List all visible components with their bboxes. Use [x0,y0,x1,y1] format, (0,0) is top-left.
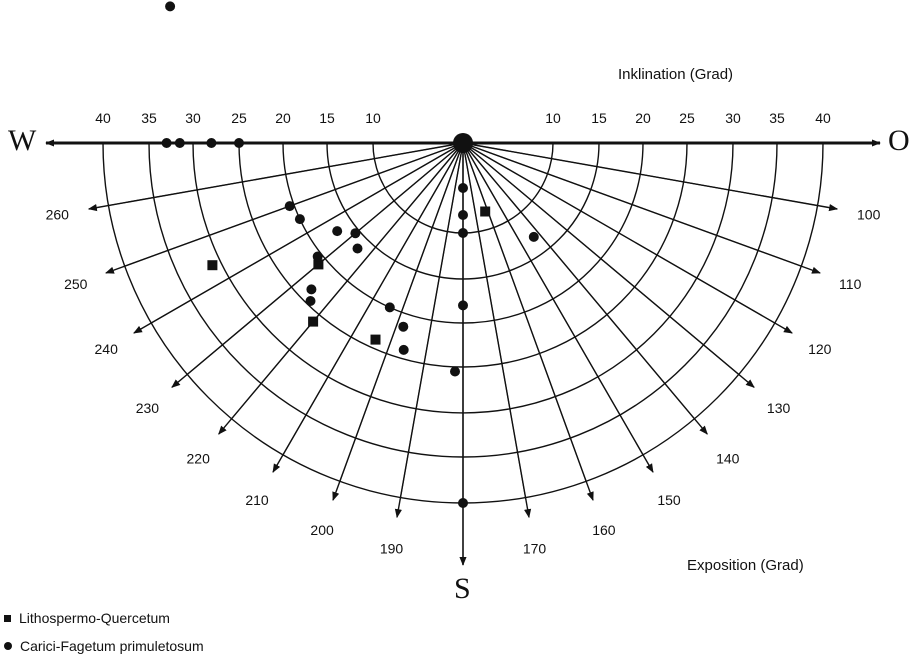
inclination-tick-east-10: 10 [545,110,561,126]
point-square-2 [313,259,324,270]
exposition-tick-260: 260 [46,207,70,223]
inclination-tick-east-40: 40 [815,110,831,126]
circle-marker-icon [4,642,12,650]
exposition-tick-100: 100 [857,207,881,223]
exposition-tick-190: 190 [380,541,404,557]
point-circle-16 [305,296,316,306]
compass-south: S [454,572,471,605]
center-hub [453,133,473,153]
inclination-tick-labels: 10 10 15 15 20 20 25 25 30 30 35 35 40 40 [95,110,831,126]
inclination-tick-west-40: 40 [95,110,111,126]
inclination-tick-east-15: 15 [591,110,607,126]
exposition-tick-150: 150 [657,492,681,508]
exposition-arrow-260 [87,142,464,212]
exposition-arrow-100 [462,142,839,212]
exposition-tick-160: 160 [592,522,616,538]
point-circle-10 [294,214,305,225]
legend-label-carici: Carici-Fagetum primuletosum [20,638,204,654]
inclination-tick-east-20: 20 [635,110,651,126]
point-square-3 [308,316,319,327]
inclination-tick-west-25: 25 [231,110,247,126]
exposition-tick-labels: 100 110 120 130 140 150 160 170 190 200 210 220 230 2… [46,207,881,557]
point-circle-9 [284,201,295,212]
point-circle-5 [458,210,468,220]
point-circle-18 [384,302,395,313]
exposition-arrow-150 [462,142,654,473]
inclination-tick-west-10: 10 [365,110,381,126]
exposition-arrow-160 [462,142,594,501]
point-circle-20 [528,231,539,242]
exposition-arrow-130 [462,142,755,388]
point-circle-1 [174,138,185,148]
point-circle-21 [458,498,468,508]
exposition-tick-210: 210 [245,492,269,508]
point-circle-0 [161,138,172,148]
point-square-1 [207,260,218,271]
inclination-tick-west-15: 15 [319,110,335,126]
inclination-tick-west-30: 30 [185,110,201,126]
point-circle-2 [206,138,217,148]
exposition-arrow-170 [462,142,532,519]
west-east-axis [45,133,881,153]
exposition-tick-240: 240 [95,341,119,357]
exposition-tick-120: 120 [808,341,832,357]
angular-axis-label: Exposition (Grad) [687,557,804,574]
point-circle-6 [458,228,468,238]
point-circle-4 [458,183,468,193]
point-square-4 [370,334,381,345]
exposition-tick-230: 230 [136,400,160,416]
point-circle-14 [312,251,323,262]
exposition-tick-110: 110 [839,276,862,292]
exposition-tick-170: 170 [523,541,547,557]
exposition-tick-200: 200 [310,522,334,538]
compass-west: W [8,124,37,157]
exposition-arrow-140 [462,142,708,435]
legend-label-lithospermo: Lithospermo-Quercetum [19,610,170,626]
point-circle-13 [352,243,363,254]
point-circle-19 [398,344,409,355]
square-marker-icon [4,614,11,622]
exposition-spokes [87,142,839,566]
exposition-arrow-250 [105,142,464,274]
point-circle-3 [234,138,244,148]
inclination-tick-east-25: 25 [679,110,695,126]
legend-item-carici: Carici-Fagetum primuletosum [4,638,204,654]
point-square-0 [480,206,491,217]
inclination-tick-west-20: 20 [275,110,291,126]
data-points [161,1,539,508]
radial-axis-label: Inklination (Grad) [618,66,733,83]
exposition-tick-220: 220 [187,451,211,467]
compass-east: O [888,124,910,157]
point-circle-8 [450,366,460,377]
inclination-tick-east-35: 35 [769,110,785,126]
inclination-tick-west-35: 35 [141,110,157,126]
inclination-tick-east-30: 30 [725,110,741,126]
point-circle-15 [306,284,317,295]
exposition-arrow-110 [462,142,821,274]
point-circle-22 [165,1,176,12]
exposition-arrow-220 [218,142,464,435]
point-circle-11 [332,226,343,237]
point-circle-7 [458,300,468,311]
exposition-arrow-240 [133,142,464,334]
point-circle-17 [398,321,409,332]
exposition-tick-140: 140 [716,451,740,467]
exposition-arrow-200 [332,142,464,501]
point-circle-12 [350,228,361,239]
legend-item-lithospermo: Lithospermo-Quercetum [4,610,170,626]
exposition-tick-130: 130 [767,400,791,416]
exposition-arrow-120 [462,142,793,334]
exposition-tick-250: 250 [64,276,88,292]
exposition-arrow-190 [394,142,464,519]
exposition-arrow-210 [272,142,464,473]
